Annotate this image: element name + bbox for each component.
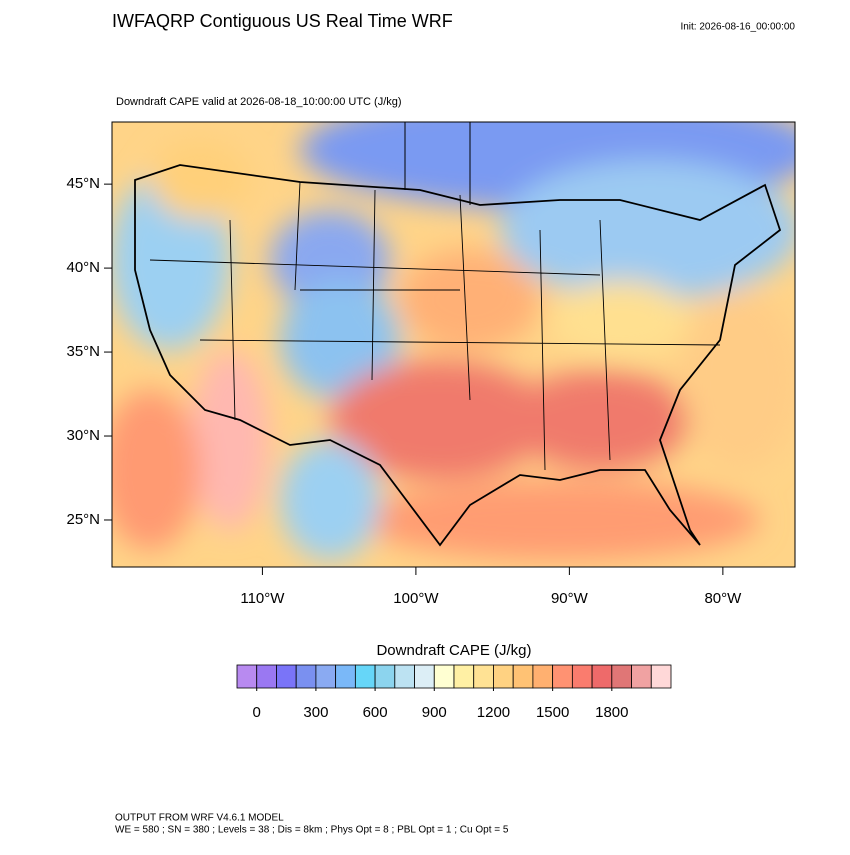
- colorbar-box: [631, 664, 652, 689]
- colorbar-box: [354, 664, 376, 689]
- lat-tick-label: 40°N: [66, 259, 100, 276]
- lat-axis: 45°N 40°N 35°N 30°N 25°N: [66, 175, 112, 528]
- colorbar-tick-label: 300: [303, 704, 328, 721]
- colorbar-tick-label: 900: [422, 704, 447, 721]
- title: IWFAQRP Contiguous US Real Time WRF: [112, 11, 453, 31]
- colorbar-box: [453, 664, 475, 689]
- lon-tick-label: 100°W: [393, 590, 439, 607]
- colorbar-box: [335, 664, 356, 689]
- map-frame: [111, 121, 796, 568]
- colorbar-box: [552, 664, 573, 689]
- colorbar-title: Downdraft CAPE (J/kg): [376, 642, 531, 659]
- footer-line: WE = 580 ; SN = 380 ; Levels = 38 ; Dis …: [115, 825, 509, 836]
- colorbar-box: [394, 664, 415, 689]
- colorbar-box: [512, 664, 534, 689]
- colorbar-box: [433, 664, 455, 689]
- lat-tick-label: 35°N: [66, 343, 100, 360]
- colorbar-box: [276, 664, 297, 689]
- lon-tick-label: 110°W: [240, 590, 285, 607]
- colorbar-tick-label: 600: [363, 704, 388, 721]
- colorbar-box: [611, 664, 632, 689]
- colorbar-box: [295, 664, 317, 689]
- lon-axis: 110°W 100°W 90°W 80°W: [240, 567, 742, 607]
- subtitle: Downdraft CAPE valid at 2026-08-18_10:00…: [116, 96, 402, 108]
- colorbar-tick-label: 1200: [477, 704, 510, 721]
- lon-tick-label: 90°W: [551, 590, 589, 607]
- colorbar: 0 300 600 900 1200 1500 1800: [236, 664, 672, 721]
- colorbar-tick-label: 0: [253, 704, 261, 721]
- colorbar-box: [236, 664, 258, 689]
- lat-tick-label: 25°N: [66, 511, 100, 528]
- colorbar-box: [374, 664, 396, 689]
- lat-tick-label: 30°N: [66, 427, 100, 444]
- colorbar-box: [493, 664, 514, 689]
- colorbar-box: [591, 664, 613, 689]
- footer-line: OUTPUT FROM WRF V4.6.1 MODEL: [115, 813, 284, 824]
- colorbar-box: [571, 664, 593, 689]
- lon-tick-label: 80°W: [704, 590, 742, 607]
- colorbar-box: [414, 664, 435, 689]
- colorbar-box: [532, 664, 554, 689]
- colorbar-box: [315, 664, 337, 689]
- colorbar-tick-label: 1800: [595, 704, 628, 721]
- lat-tick-label: 45°N: [66, 175, 100, 192]
- colorbar-box: [256, 664, 277, 689]
- colorbar-tick-label: 1500: [536, 704, 569, 721]
- colorbar-box: [650, 664, 672, 689]
- init-time: Init: 2026-08-16_00:00:00: [680, 22, 795, 33]
- colorbar-box: [473, 664, 494, 689]
- map-field: [112, 122, 795, 567]
